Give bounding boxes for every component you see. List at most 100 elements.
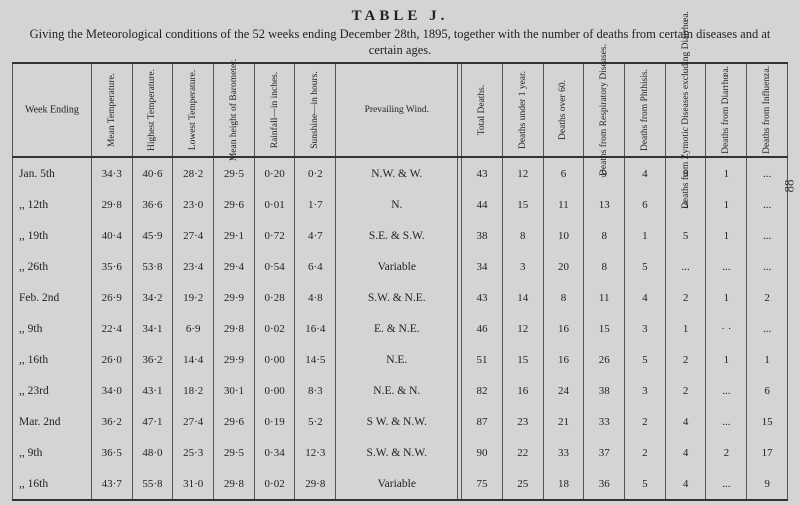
cell: 40·4	[91, 220, 132, 251]
cell-wind: S W. & N.W.	[336, 406, 458, 437]
cell: 29·5	[214, 157, 255, 189]
cell: 34	[462, 251, 503, 282]
cell: 29·8	[214, 468, 255, 500]
cell: 11	[543, 189, 584, 220]
cell: 19·2	[173, 282, 214, 313]
cell: 37	[584, 437, 625, 468]
cell-wind: N.E.	[336, 344, 458, 375]
cell: 12	[502, 157, 543, 189]
cell: 14	[502, 282, 543, 313]
cell: 53·8	[132, 251, 173, 282]
cell: 16·4	[295, 313, 336, 344]
cell: ...	[706, 375, 747, 406]
cell: 23·4	[173, 251, 214, 282]
cell-week: ,, 19th	[13, 220, 92, 251]
cell: 75	[462, 468, 503, 500]
col-deaths-diarrhoea: Deaths from Diarrhœa.	[706, 63, 747, 157]
meteorological-table: Week Ending Mean Temperature. Highest Te…	[12, 62, 788, 501]
cell: 29·8	[91, 189, 132, 220]
cell: 1·7	[295, 189, 336, 220]
cell: 20	[543, 251, 584, 282]
cell: 36·6	[132, 189, 173, 220]
cell: 0·02	[254, 468, 295, 500]
cell: 48·0	[132, 437, 173, 468]
cell: 17	[747, 437, 788, 468]
cell: 18·2	[173, 375, 214, 406]
cell: 4·8	[295, 282, 336, 313]
col-total-deaths: Total Deaths.	[462, 63, 503, 157]
cell: 0·72	[254, 220, 295, 251]
col-deaths-respiratory: Deaths from Respiratory Diseases.	[584, 63, 625, 157]
cell: 0·54	[254, 251, 295, 282]
cell: 22	[502, 437, 543, 468]
cell-week: ,, 26th	[13, 251, 92, 282]
cell-wind: N.	[336, 189, 458, 220]
col-deaths-phthisis: Deaths from Phthisis.	[625, 63, 666, 157]
cell: 6	[543, 157, 584, 189]
col-barometer: Mean height of Barometer.	[214, 63, 255, 157]
cell-week: ,, 16th	[13, 344, 92, 375]
cell: 82	[462, 375, 503, 406]
cell: 29·6	[214, 406, 255, 437]
cell: 8	[543, 282, 584, 313]
cell: 1	[625, 220, 666, 251]
cell-wind: Variable	[336, 468, 458, 500]
cell: 43	[462, 157, 503, 189]
cell: 0·34	[254, 437, 295, 468]
table-row: ,, 12th29·836·623·029·60·011·7N.44151113…	[13, 189, 788, 220]
cell-wind: S.E. & S.W.	[336, 220, 458, 251]
cell: 0·02	[254, 313, 295, 344]
cell: 3	[502, 251, 543, 282]
cell: ...	[706, 468, 747, 500]
cell: 3	[625, 375, 666, 406]
col-deaths-influenza: Deaths from Influenza.	[747, 63, 788, 157]
cell: 0·00	[254, 344, 295, 375]
cell: 31·0	[173, 468, 214, 500]
table-row: Mar. 2nd36·247·127·429·60·195·2S W. & N.…	[13, 406, 788, 437]
cell: 38	[584, 375, 625, 406]
cell: 12	[502, 313, 543, 344]
cell: 34·0	[91, 375, 132, 406]
cell: 29·8	[295, 468, 336, 500]
cell: 6·4	[295, 251, 336, 282]
cell: 4	[665, 406, 706, 437]
cell: 2	[665, 375, 706, 406]
cell: 3	[625, 313, 666, 344]
cell: 43	[462, 282, 503, 313]
col-mean-temp: Mean Temperature.	[91, 63, 132, 157]
table-row: ,, 26th35·653·823·429·40·546·4Variable34…	[13, 251, 788, 282]
cell: 8	[584, 251, 625, 282]
cell: 51	[462, 344, 503, 375]
cell: 4	[665, 468, 706, 500]
cell: 36·2	[132, 344, 173, 375]
cell: 23	[502, 406, 543, 437]
cell: 26·0	[91, 344, 132, 375]
col-prevailing-wind: Prevailing Wind.	[336, 63, 458, 157]
cell-wind: N.E. & N.	[336, 375, 458, 406]
cell: 55·8	[132, 468, 173, 500]
cell: 25	[502, 468, 543, 500]
cell: 29·6	[214, 189, 255, 220]
cell: 16	[502, 375, 543, 406]
cell: 24	[543, 375, 584, 406]
cell: 45·9	[132, 220, 173, 251]
table-title: TABLE J.	[12, 8, 788, 25]
cell-week: ,, 9th	[13, 313, 92, 344]
cell: 1	[706, 282, 747, 313]
cell: 0·01	[254, 189, 295, 220]
cell: 34·2	[132, 282, 173, 313]
cell: 1	[706, 220, 747, 251]
col-highest-temp: Highest Temperature.	[132, 63, 173, 157]
cell: 11	[584, 282, 625, 313]
col-deaths-under-1: Deaths under 1 year.	[502, 63, 543, 157]
cell: 5	[625, 344, 666, 375]
table-subtitle: Giving the Meteorological conditions of …	[12, 27, 788, 58]
table-row: ,, 16th26·036·214·429·90·0014·5N.E.51151…	[13, 344, 788, 375]
col-rainfall: Rainfall—in inches.	[254, 63, 295, 157]
cell-week: ,, 16th	[13, 468, 92, 500]
cell: 18	[543, 468, 584, 500]
cell: 28·2	[173, 157, 214, 189]
cell: 4	[625, 282, 666, 313]
cell: ...	[747, 189, 788, 220]
cell-week: ,, 9th	[13, 437, 92, 468]
